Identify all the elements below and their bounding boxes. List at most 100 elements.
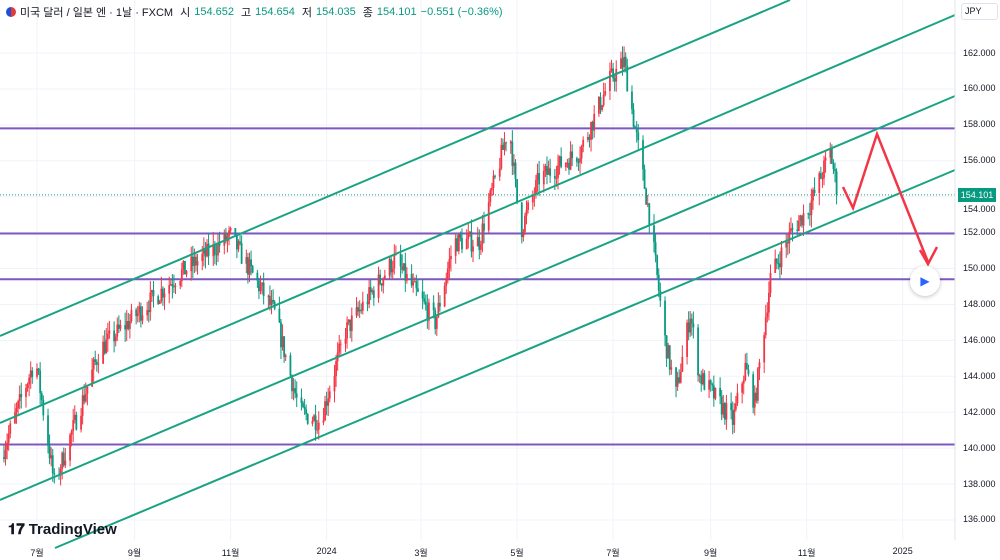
candle-body [445,278,448,286]
candle-body [734,403,737,410]
symbol-title[interactable]: 미국 달러 / 일본 엔 · 1날 · FXCM [20,7,174,19]
candle-body [368,287,371,305]
candle [802,204,805,236]
candle-body [64,460,67,466]
candle-body [20,394,23,398]
forecast-arrow[interactable] [841,130,930,263]
candle-body [502,144,504,150]
channel-line[interactable] [0,14,956,424]
candle-body [786,242,789,244]
candle [191,245,194,278]
candle [335,354,337,387]
candle-body [536,173,539,181]
candle-body [742,380,745,384]
candle-body [566,162,569,164]
candle [768,281,770,321]
channel-line[interactable] [54,169,956,549]
candle-body [185,271,188,275]
candle [531,190,534,210]
candle [185,269,188,278]
candle [643,164,646,190]
channel-line[interactable] [0,0,791,337]
candle-body [412,281,415,286]
candle-body [48,445,51,459]
candle-body [788,231,791,244]
candle-body [678,377,681,383]
candle [179,280,182,290]
candle-body [413,281,416,283]
candle [157,294,160,305]
candle-body [152,290,155,297]
tradingview-logo[interactable]: 𝟏𝟕 TradingView [8,521,117,538]
candle-body [835,171,838,195]
candle-body [725,403,728,420]
candle [461,228,463,254]
candle-body [369,287,372,293]
candle-body [756,368,759,401]
candle [39,362,42,405]
candle-body [819,173,822,179]
candle [3,445,5,463]
candle [542,163,545,193]
candle-body [201,253,204,262]
candle-body [689,318,692,333]
candle [151,289,153,303]
candle-body [631,91,633,110]
candle-body [195,256,197,266]
candle [736,383,739,406]
candle [812,187,814,210]
candle-body [114,336,117,342]
candle [516,179,518,205]
candle-body [571,151,574,159]
candle-body [405,274,408,281]
candle-body [103,341,106,354]
candle [344,328,347,352]
candle-body [259,285,262,292]
candle-body [668,345,671,370]
candle-body [667,345,670,359]
candle-body [437,302,440,318]
candle [780,241,783,275]
candle-body [347,319,350,323]
candle-body [245,257,248,264]
scroll-to-realtime-button[interactable]: ▶ [910,266,940,296]
candle [790,217,792,233]
candle [813,177,816,197]
candle-body [580,146,583,159]
candle-body [289,355,292,376]
candle-body [92,359,95,370]
candle-body [657,274,660,291]
candle-body [637,132,640,141]
candle [593,105,596,138]
channel-lines[interactable] [0,0,956,549]
candle [653,214,655,253]
candle [272,289,274,305]
candle [709,379,712,392]
candle [719,377,722,405]
candle [9,420,12,439]
candle-body [105,339,108,354]
candle [383,269,386,280]
candle-body [446,268,449,279]
candle-body [300,397,303,403]
candle [832,159,835,174]
candle-body [40,393,43,400]
candle [580,144,583,164]
y-tick-label: 160.000 [963,83,996,94]
candle [588,134,591,148]
candle-body [546,166,548,175]
candle [423,291,426,305]
candle-body [634,126,637,129]
candle [204,241,207,269]
candle-body [80,415,82,430]
candle-body [692,323,695,328]
candle [324,395,326,421]
candle-body [139,306,142,321]
channel-line[interactable] [0,95,956,501]
candle-body [712,385,715,399]
candle [421,279,424,310]
candle [64,448,67,469]
currency-button[interactable]: JPY [961,3,998,20]
candle-body [357,307,359,312]
